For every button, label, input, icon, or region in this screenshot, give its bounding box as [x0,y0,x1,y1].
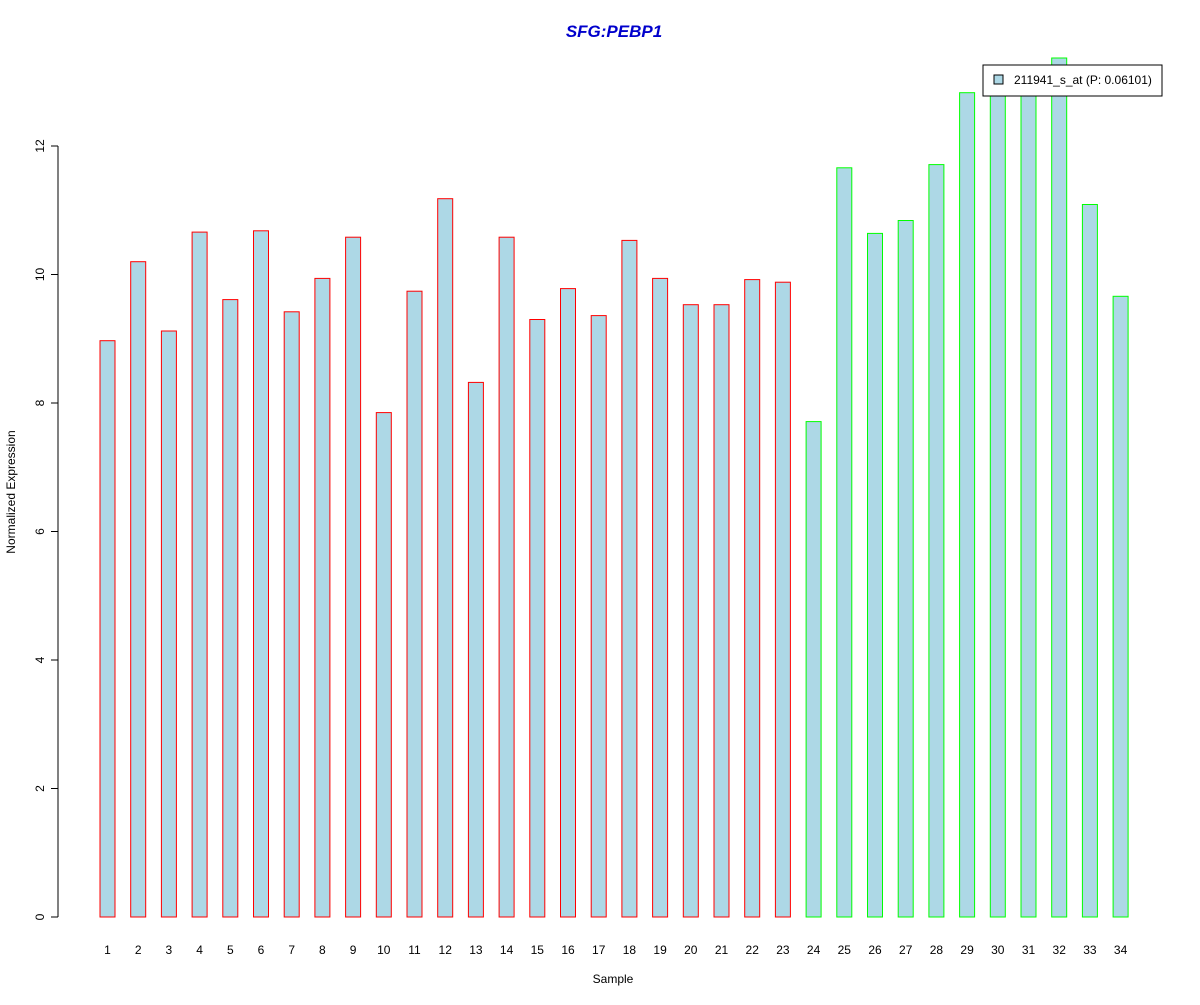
bar [529,319,546,918]
x-tick-label: 34 [1114,943,1128,957]
bar [99,340,116,918]
bar [560,288,576,918]
x-tick-labels: 1 2 3 4 5 6 7 8 9 10 11 12 13 14 15 16 17 18 19 20 21 22 23 24 2… [104,943,1127,957]
bar [682,304,699,918]
x-tick-label: 27 [899,943,913,957]
bar [713,304,730,918]
x-tick-label: 26 [868,943,882,957]
x-tick-label: 10 [377,943,391,957]
bar [1112,295,1129,918]
bars-group [99,57,1129,918]
x-tick-label: 28 [930,943,944,957]
bar [253,230,269,918]
x-tick-label: 16 [561,943,575,957]
bar [283,311,300,918]
x-tick-label: 14 [500,943,514,957]
y-tick-label: 4 [33,656,47,663]
x-tick-label: 17 [592,943,606,957]
x-tick-label: 3 [166,943,173,957]
legend-swatch [993,74,1004,85]
y-tick-label: 6 [33,528,47,535]
bar [836,167,853,918]
bar [160,330,177,918]
x-tick-label: 15 [531,943,545,957]
bar [191,231,208,918]
bar [897,220,914,918]
x-tick-label: 32 [1053,943,1067,957]
x-tick-label: 11 [408,943,421,957]
x-tick-label: 23 [776,943,790,957]
x-tick-label: 13 [469,943,483,957]
x-tick-label: 30 [991,943,1005,957]
bar [498,236,515,918]
chart-title: SFG:PEBP1 [566,22,662,41]
bar [130,261,147,918]
x-tick-label: 31 [1022,943,1036,957]
bar [744,279,761,918]
bar [989,90,1006,918]
x-tick-label: 21 [715,943,729,957]
bar [1081,204,1098,918]
x-tick-label: 7 [288,943,295,957]
x-tick-label: 5 [227,943,234,957]
bar [467,381,484,918]
x-tick-label: 19 [653,943,667,957]
x-axis-label: Sample [593,972,634,986]
x-tick-label: 8 [319,943,326,957]
x-tick-label: 20 [684,943,698,957]
y-axis-label: Normalized Expression [4,430,18,553]
y-axis: 0 2 4 6 8 10 12 [33,139,59,920]
x-tick-label: 33 [1083,943,1097,957]
x-tick-label: 9 [350,943,357,957]
y-tick-label: 12 [33,139,47,153]
bar [406,290,423,918]
bar [375,412,392,918]
bar [222,299,239,918]
bar [774,281,791,918]
bar [621,239,638,918]
bar [590,315,607,918]
bar [652,277,669,918]
x-tick-label: 18 [623,943,637,957]
bar [928,164,945,918]
bar [345,236,362,918]
bar [1020,87,1037,918]
legend-box [982,64,1163,97]
bar [314,277,331,918]
x-tick-label: 22 [746,943,760,957]
bar [867,232,883,918]
x-tick-label: 25 [838,943,852,957]
bar [1051,57,1068,918]
x-tick-label: 24 [807,943,821,957]
x-tick-label: 6 [258,943,265,957]
bar [437,198,454,918]
x-tick-label: 12 [439,943,453,957]
bar [959,92,976,918]
y-tick-label: 2 [33,785,47,792]
x-tick-label: 29 [960,943,974,957]
x-tick-label: 4 [196,943,203,957]
y-tick-label: 10 [33,268,47,282]
bar [805,421,822,918]
legend: 211941_s_at (P: 0.06101) [982,64,1163,97]
y-tick-label: 8 [33,399,47,406]
legend-label: 211941_s_at (P: 0.06101) [1014,73,1152,87]
x-tick-label: 2 [135,943,142,957]
x-tick-label: 1 [104,943,111,957]
y-tick-label: 0 [33,913,47,920]
